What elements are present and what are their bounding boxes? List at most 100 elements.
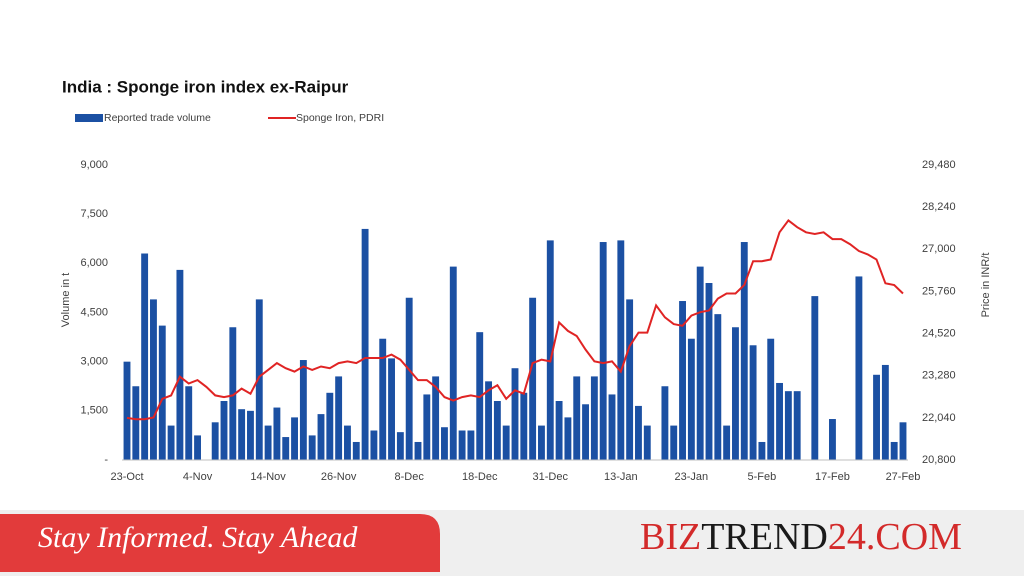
- y2-tick-label: 23,280: [922, 370, 956, 382]
- x-tick-label: 26-Nov: [321, 471, 357, 483]
- bar: [211, 422, 219, 460]
- bar: [379, 338, 387, 460]
- bar: [423, 394, 431, 460]
- y-axis-label: Volume in t: [60, 273, 72, 327]
- slogan: Stay Informed. Stay Ahead: [38, 521, 358, 554]
- x-tick-label: 31-Dec: [533, 471, 569, 483]
- bar: [123, 361, 131, 460]
- bar: [767, 338, 775, 460]
- brand: BIZTREND24.COM: [640, 516, 962, 558]
- bar: [264, 425, 272, 460]
- bar: [291, 417, 298, 460]
- bar: [247, 410, 254, 460]
- brand-part: 24.COM: [828, 516, 962, 558]
- bar: [299, 360, 307, 460]
- bar: [829, 419, 836, 460]
- bar: [732, 327, 739, 460]
- x-tick-label: 4-Nov: [183, 471, 213, 483]
- bar: [326, 392, 334, 460]
- bar: [855, 276, 863, 460]
- bar: [317, 414, 325, 460]
- y-tick-label: 6,000: [80, 257, 108, 269]
- bar: [617, 240, 625, 460]
- bar: [361, 228, 369, 460]
- bar: [661, 386, 669, 460]
- bar: [635, 405, 642, 460]
- y2-tick-label: 29,480: [922, 159, 956, 171]
- bar: [485, 381, 492, 460]
- bar: [370, 430, 378, 460]
- price-line: [126, 218, 904, 421]
- bar: [352, 441, 360, 460]
- bar: [687, 338, 695, 460]
- bar: [432, 376, 440, 460]
- x-tick-label: 5-Feb: [748, 471, 777, 483]
- x-tick-label: 8-Dec: [395, 471, 425, 483]
- y2-tick-label: 22,040: [922, 412, 956, 424]
- bar: [414, 441, 422, 460]
- bar: [881, 364, 889, 460]
- y-tick-label: 1,500: [80, 405, 108, 417]
- bar: [714, 314, 722, 460]
- bar: [405, 297, 413, 460]
- bar: [793, 391, 801, 460]
- y2-axis-label: Price in INR/t: [980, 253, 992, 318]
- bar: [890, 441, 898, 460]
- bar: [520, 392, 528, 460]
- bar: [335, 376, 343, 460]
- bar: [811, 296, 819, 460]
- bar: [873, 374, 880, 460]
- bar: [176, 269, 184, 460]
- bar: [590, 376, 598, 460]
- bar: [608, 394, 616, 460]
- legend-swatch: [75, 114, 103, 122]
- bar: [643, 425, 651, 460]
- x-tick-label: 14-Nov: [250, 471, 286, 483]
- bar: [449, 266, 457, 460]
- x-tick-label: 23-Oct: [110, 471, 143, 483]
- bar: [396, 432, 404, 460]
- bar: [723, 425, 731, 460]
- bar: [344, 425, 351, 460]
- bar: [784, 391, 792, 460]
- slogan-banner: [0, 514, 440, 572]
- bar: [167, 425, 175, 460]
- bar: [150, 299, 157, 460]
- bar: [185, 386, 193, 460]
- y2-tick-label: 25,760: [922, 285, 956, 297]
- bar: [776, 382, 783, 460]
- brand-part: BIZ: [640, 516, 701, 558]
- brand-part: TREND: [701, 516, 828, 558]
- bar: [388, 358, 395, 460]
- y-tick-label: 3,000: [80, 356, 108, 368]
- bar: [493, 401, 501, 460]
- bar: [749, 345, 757, 460]
- y2-tick-label: 28,240: [922, 201, 956, 213]
- legend-label: Reported trade volume: [104, 112, 211, 124]
- bar: [229, 327, 237, 460]
- legend-label: Sponge Iron, PDRI: [296, 112, 384, 124]
- x-tick-label: 13-Jan: [604, 471, 638, 483]
- x-tick-label: 18-Dec: [462, 471, 498, 483]
- bar: [599, 242, 607, 460]
- bar: [441, 427, 448, 460]
- y-tick-label: -: [104, 454, 108, 466]
- bar: [132, 386, 140, 460]
- y-tick-label: 4,500: [80, 306, 108, 318]
- y-tick-label: 7,500: [80, 208, 108, 220]
- x-tick-label: 23-Jan: [675, 471, 709, 483]
- bar: [502, 425, 510, 460]
- bar: [758, 441, 766, 460]
- y2-tick-label: 27,000: [922, 243, 956, 255]
- bar: [546, 240, 554, 460]
- chart-title: India : Sponge iron index ex-Raipur: [62, 77, 349, 96]
- bar: [582, 404, 589, 460]
- bar: [458, 430, 466, 460]
- x-tick-label: 27-Feb: [886, 471, 921, 483]
- bar: [158, 325, 166, 460]
- bar: [740, 242, 748, 460]
- bar: [555, 401, 563, 460]
- bar: [529, 297, 537, 460]
- bar: [564, 417, 572, 460]
